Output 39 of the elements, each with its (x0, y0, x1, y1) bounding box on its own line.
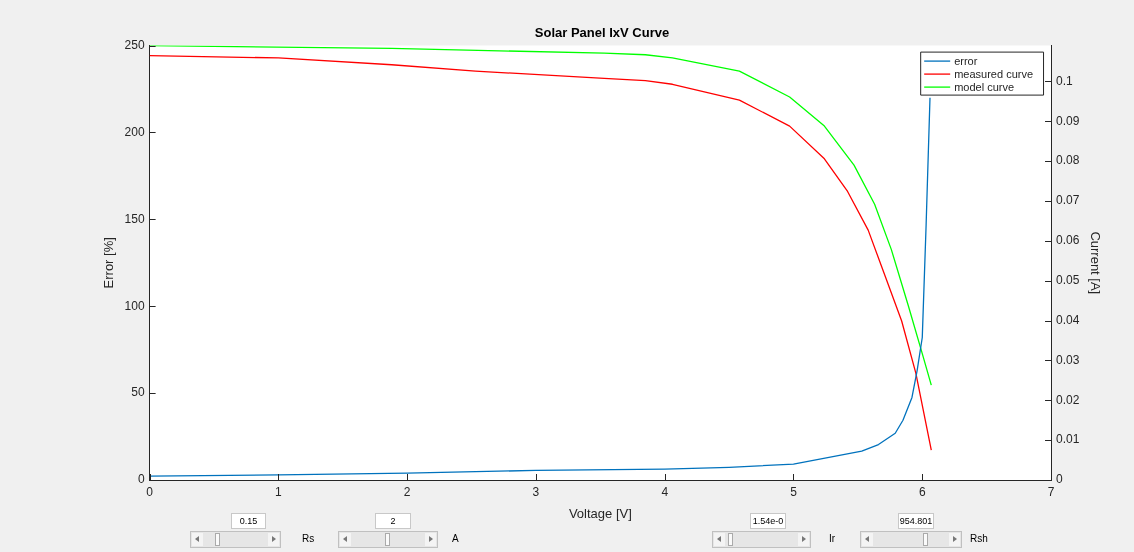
chart-title: Solar Panel IxV Curve (534, 25, 670, 41)
text: Rs (302, 533, 315, 544)
x-tick-label: 7 (1047, 484, 1055, 499)
x-axis-title: Voltage [V] (568, 505, 632, 521)
text: 0.15 (231, 513, 266, 529)
y2-tick-label: 0.04 (1056, 312, 1080, 327)
y2-tick-label: 0.1 (1056, 73, 1074, 88)
y-tick-label: 150 (124, 211, 145, 226)
x-tick-label: 4 (661, 484, 669, 499)
y2-tick-label: 0.09 (1056, 113, 1080, 128)
y-tick-label: 100 (124, 298, 145, 313)
legend-label: measured curve (954, 68, 1034, 81)
y2-tick-label: 0.02 (1056, 392, 1080, 407)
legend-label: error (954, 55, 978, 68)
y2-tick-label: 0 (1056, 472, 1064, 487)
y2-tick-label: 0.05 (1056, 273, 1080, 288)
text: A (452, 533, 459, 544)
y-tick-label: 250 (124, 37, 145, 52)
x-tick-label: 2 (403, 484, 411, 499)
x-tick-label: 5 (790, 484, 798, 499)
y-tick-label: 50 (131, 385, 145, 400)
x-tick-label: 3 (532, 484, 540, 499)
y2-axis-title: Current [A] (1087, 231, 1103, 295)
y-axis-title: Error [%] (101, 237, 117, 289)
x-tick-label: 6 (918, 484, 926, 499)
x-tick-label: 1 (275, 484, 283, 499)
text: 1.54e-0 (750, 513, 786, 529)
text: Ir (829, 533, 836, 544)
y2-tick-label: 0.07 (1056, 193, 1080, 208)
y2-tick-label: 0.08 (1056, 153, 1080, 168)
text: 2 (375, 513, 411, 529)
y-tick-label: 200 (124, 124, 145, 139)
y2-tick-label: 0.01 (1056, 432, 1080, 447)
text: Rsh (970, 533, 988, 544)
text: 954.801 (898, 513, 934, 529)
legend-label: model curve (954, 81, 1015, 94)
y-tick-label: 0 (137, 472, 145, 487)
y2-tick-label: 0.03 (1056, 352, 1080, 367)
y2-tick-label: 0.06 (1056, 233, 1080, 248)
